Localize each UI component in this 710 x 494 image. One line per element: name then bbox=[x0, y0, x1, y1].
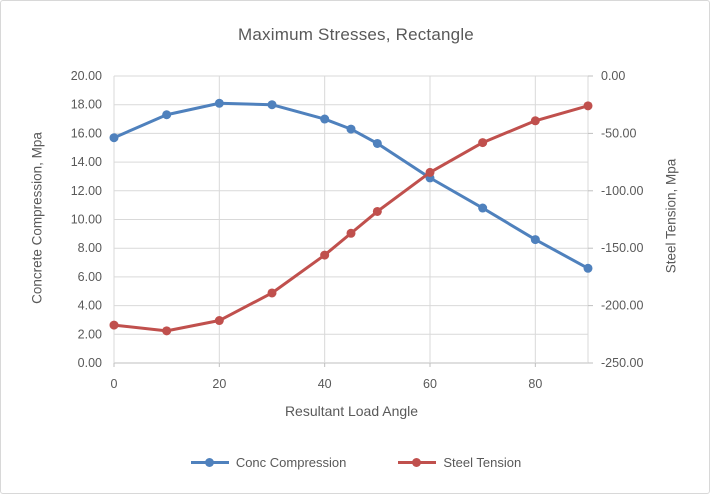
right-y-axis-title-text: Steel Tension, Mpa bbox=[663, 158, 679, 274]
x-axis-tick-label: 40 bbox=[318, 377, 332, 391]
series-line-steel-tension bbox=[112, 104, 590, 333]
data-point-conc-compression bbox=[162, 110, 172, 120]
left-y-axis-title-text: Concrete Compression, Mpa bbox=[29, 132, 45, 304]
right-axis-tick-label: -50.00 bbox=[601, 126, 636, 140]
right-axis-tick-label: 0.00 bbox=[601, 69, 625, 83]
left-axis-tick-label: 4.00 bbox=[78, 299, 102, 313]
data-point-conc-compression bbox=[109, 133, 119, 143]
data-point-steel-tension bbox=[109, 320, 119, 330]
legend: Conc Compression Steel Tension bbox=[1, 455, 709, 470]
left-axis-tick-label: 18.00 bbox=[71, 98, 102, 112]
legend-label: Conc Compression bbox=[235, 455, 347, 470]
x-axis-tick-label: 0 bbox=[111, 377, 118, 391]
legend-dot-swatch bbox=[412, 458, 422, 467]
legend-label: Steel Tension bbox=[443, 455, 522, 470]
data-point-steel-tension bbox=[320, 250, 330, 260]
data-point-conc-compression bbox=[530, 235, 540, 245]
data-point-steel-tension bbox=[372, 206, 382, 216]
data-point-conc-compression bbox=[214, 98, 224, 108]
left-axis-tick-label: 12.00 bbox=[71, 184, 102, 198]
data-point-steel-tension bbox=[162, 326, 172, 336]
legend-dot-swatch bbox=[204, 458, 214, 467]
data-point-conc-compression bbox=[372, 138, 382, 148]
chart-title: Maximum Stresses, Rectangle bbox=[238, 25, 474, 44]
right-axis-tick-label: -100.00 bbox=[601, 184, 643, 198]
right-axis-tick-label: -200.00 bbox=[601, 299, 643, 313]
x-axis-tick-label: 80 bbox=[528, 377, 542, 391]
x-axis-tick-label: 20 bbox=[212, 377, 226, 391]
left-axis-tick-label: 14.00 bbox=[71, 155, 102, 169]
data-point-steel-tension bbox=[425, 167, 435, 177]
data-point-conc-compression bbox=[346, 124, 356, 134]
line-marker-icon bbox=[190, 458, 229, 467]
left-axis-tick-label: 2.00 bbox=[78, 327, 102, 341]
data-point-conc-compression bbox=[583, 263, 593, 273]
data-point-steel-tension bbox=[478, 138, 488, 148]
x-axis-title: Resultant Load Angle bbox=[284, 403, 419, 419]
legend-entry-steel-tension: Steel Tension bbox=[398, 455, 521, 470]
left-axis-tick-label: 16.00 bbox=[71, 126, 102, 140]
legend-entry-conc-compression: Conc Compression bbox=[190, 455, 347, 470]
data-point-steel-tension bbox=[583, 101, 593, 111]
x-axis-tick-label: 60 bbox=[423, 377, 437, 391]
data-point-steel-tension bbox=[267, 288, 277, 298]
data-point-steel-tension bbox=[214, 316, 224, 326]
data-point-steel-tension bbox=[530, 116, 540, 126]
left-axis-tick-label: 20.00 bbox=[71, 69, 102, 83]
data-point-conc-compression bbox=[478, 203, 488, 213]
right-axis-tick-label: -250.00 bbox=[601, 356, 643, 370]
data-point-conc-compression bbox=[267, 100, 277, 110]
left-axis-tick-label: 0.00 bbox=[78, 356, 102, 370]
left-axis-tick-label: 6.00 bbox=[78, 270, 102, 284]
data-point-steel-tension bbox=[346, 228, 356, 238]
left-axis-tick-label: 8.00 bbox=[78, 241, 102, 255]
line-marker-icon bbox=[398, 458, 437, 467]
left-axis-tick-label: 10.00 bbox=[71, 213, 102, 227]
data-point-conc-compression bbox=[320, 114, 330, 124]
right-axis-tick-label: -150.00 bbox=[601, 241, 643, 255]
